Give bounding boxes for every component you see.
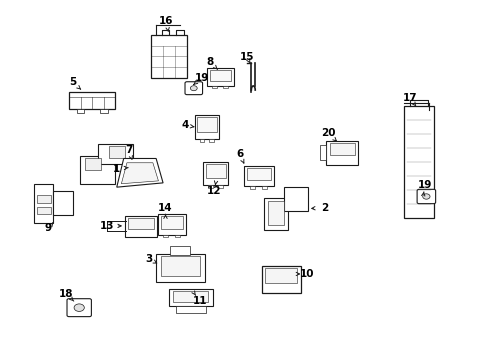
Text: 13: 13 (100, 221, 114, 231)
Text: 19: 19 (417, 180, 431, 190)
Bar (205, 165, 225, 179)
Text: 16: 16 (159, 17, 173, 27)
Bar (34, 184, 53, 223)
FancyBboxPatch shape (67, 299, 91, 317)
Polygon shape (121, 163, 158, 184)
Bar (37, 207, 51, 214)
Bar (197, 117, 216, 132)
Bar (223, 86, 227, 88)
Bar (168, 289, 212, 306)
Bar (404, 107, 433, 218)
Bar (326, 140, 357, 165)
Bar (100, 109, 107, 113)
Bar (85, 158, 101, 170)
Bar (125, 216, 157, 237)
Bar (160, 216, 183, 229)
Bar (209, 139, 213, 142)
Text: 19: 19 (194, 73, 208, 83)
Bar (283, 187, 307, 211)
Bar (53, 192, 73, 215)
Bar (80, 156, 114, 184)
FancyBboxPatch shape (416, 189, 435, 204)
Bar (98, 144, 133, 164)
Text: 9: 9 (45, 224, 52, 233)
Bar (194, 115, 219, 139)
Text: 10: 10 (299, 269, 313, 279)
Bar (127, 218, 154, 229)
Bar (243, 166, 273, 186)
Text: 17: 17 (402, 93, 417, 103)
Circle shape (74, 304, 84, 311)
Bar (246, 168, 270, 180)
Text: 11: 11 (192, 296, 206, 306)
Bar (212, 86, 217, 88)
Text: 2: 2 (321, 203, 328, 213)
Bar (264, 268, 297, 283)
Bar (249, 186, 254, 189)
Text: 5: 5 (69, 77, 76, 87)
Bar (203, 162, 228, 185)
Bar (218, 185, 223, 188)
Bar (151, 35, 187, 78)
Text: 12: 12 (206, 186, 221, 196)
FancyBboxPatch shape (184, 82, 202, 95)
Text: 20: 20 (321, 129, 335, 138)
Bar (174, 235, 180, 237)
Bar (77, 109, 84, 113)
Bar (156, 253, 204, 282)
Polygon shape (117, 158, 163, 187)
Text: 15: 15 (239, 52, 254, 62)
Bar (160, 256, 199, 276)
Text: 7: 7 (124, 144, 132, 154)
Bar (208, 185, 212, 188)
Bar (158, 214, 185, 235)
Bar (261, 266, 300, 293)
Text: 14: 14 (158, 203, 172, 213)
Bar (109, 146, 125, 158)
Text: 8: 8 (206, 57, 214, 67)
Bar (264, 198, 287, 230)
Bar (206, 68, 233, 86)
Bar (163, 235, 168, 237)
Bar (199, 139, 203, 142)
Circle shape (422, 194, 429, 199)
Bar (170, 246, 189, 255)
Text: 18: 18 (59, 289, 74, 299)
Text: 6: 6 (236, 149, 243, 159)
Bar (173, 291, 208, 302)
Text: 1: 1 (113, 163, 120, 174)
Bar (175, 306, 206, 313)
Bar (267, 201, 284, 225)
Circle shape (190, 86, 197, 91)
Bar (261, 186, 266, 189)
Text: 4: 4 (181, 121, 188, 130)
Bar (320, 145, 326, 160)
Bar (37, 195, 51, 203)
Bar (329, 143, 354, 155)
Bar (69, 92, 115, 109)
Text: 3: 3 (144, 254, 152, 264)
Bar (209, 70, 231, 81)
